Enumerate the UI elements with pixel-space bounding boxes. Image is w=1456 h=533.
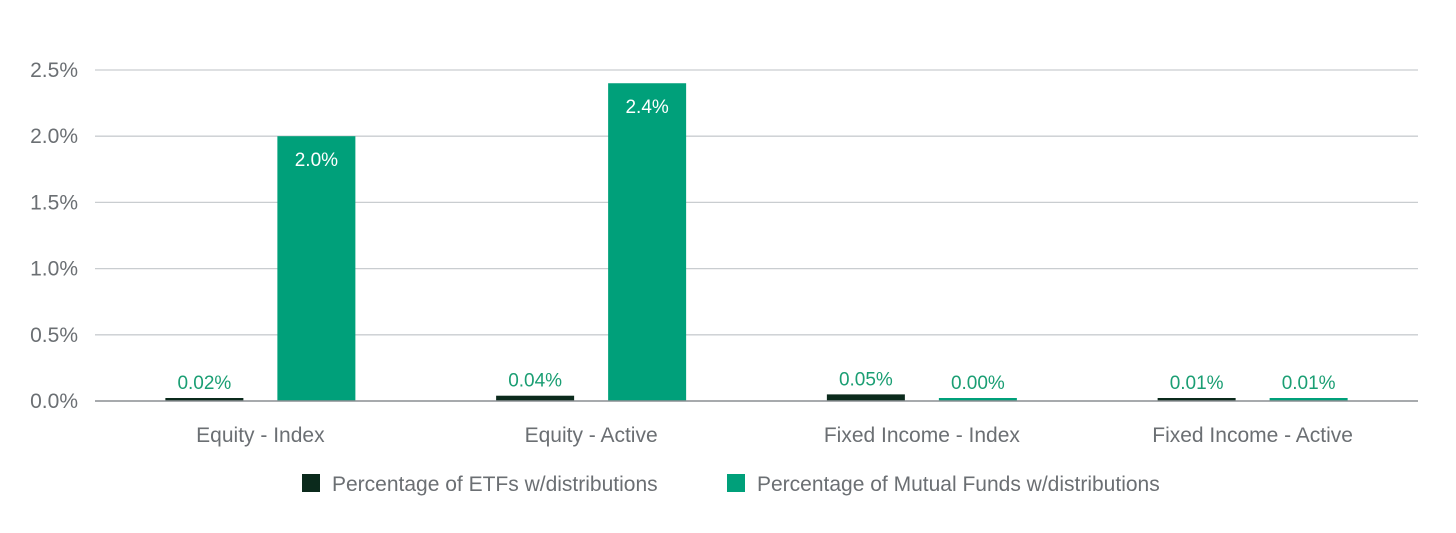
bar-mutual-fund-2 <box>938 398 1017 401</box>
y-tick-label: 2.5% <box>30 59 78 82</box>
data-label: 0.01% <box>1170 373 1224 394</box>
data-label: 2.0% <box>295 150 338 171</box>
bar-mutual-fund-3 <box>1269 398 1348 401</box>
y-tick-label: 1.0% <box>30 258 78 281</box>
data-label: 0.02% <box>177 373 231 394</box>
data-label: 0.00% <box>951 373 1005 394</box>
y-tick-label: 0.5% <box>30 324 78 347</box>
category-label: Fixed Income - Active <box>1152 424 1353 447</box>
bar-mutual-fund-0 <box>277 136 356 401</box>
category-label: Equity - Active <box>525 424 658 447</box>
y-tick-label: 0.0% <box>30 390 78 413</box>
bar-etf-2 <box>826 394 905 401</box>
x-axis-category-labels: Equity - Index Equity - Active Fixed Incom… <box>196 424 1353 447</box>
legend: Percentage of ETFs w/distributions Percen… <box>302 473 1160 496</box>
legend-swatch <box>727 474 745 492</box>
bar-etf-0 <box>165 398 244 401</box>
bars <box>165 83 1348 402</box>
data-label: 0.05% <box>839 369 893 390</box>
bar-etf-1 <box>496 395 575 401</box>
legend-swatch <box>302 474 320 492</box>
y-tick-label: 2.0% <box>30 125 78 148</box>
data-labels: 0.02% 2.0% 0.04% 2.4% 0.05% 0.00% 0.01% 0.01% <box>177 97 1335 394</box>
legend-label: Percentage of Mutual Funds w/distributio… <box>757 473 1160 496</box>
data-label: 0.01% <box>1282 373 1336 394</box>
data-label: 2.4% <box>625 97 668 118</box>
data-label: 0.04% <box>508 371 562 392</box>
y-axis-tick-labels: 0.0% 0.5% 1.0% 1.5% 2.0% 2.5% <box>30 59 78 413</box>
bar-mutual-fund-1 <box>608 83 687 402</box>
legend-label: Percentage of ETFs w/distributions <box>332 473 658 496</box>
category-label: Equity - Index <box>196 424 325 447</box>
category-label: Fixed Income - Index <box>824 424 1021 447</box>
y-tick-label: 1.5% <box>30 191 78 214</box>
bar-etf-3 <box>1157 398 1236 401</box>
